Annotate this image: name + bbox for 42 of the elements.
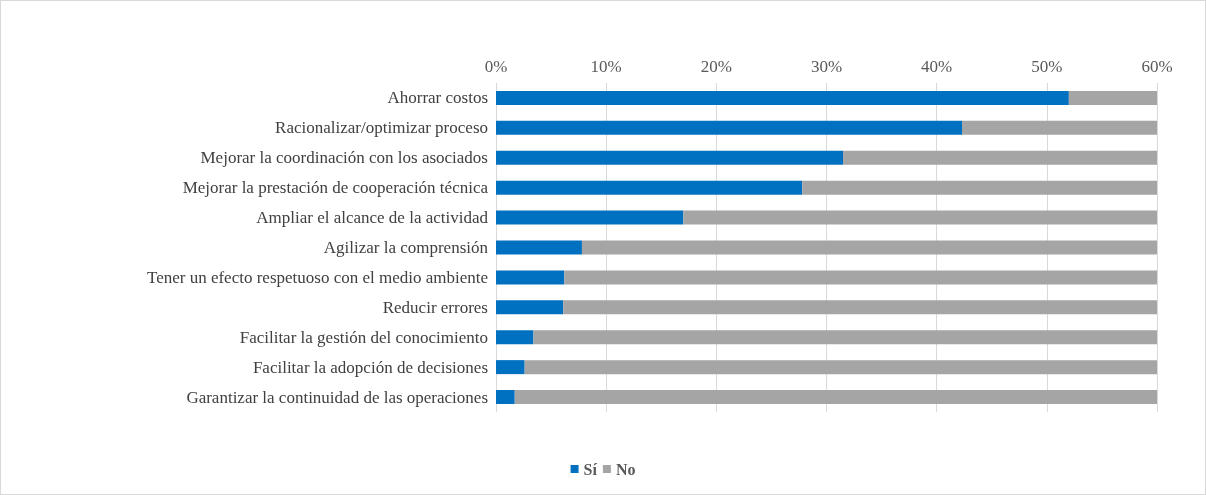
legend-label: No: [615, 460, 636, 478]
bar: [802, 180, 1157, 195]
bar: [496, 360, 525, 375]
bar: [496, 90, 1069, 105]
bar: [496, 300, 564, 315]
x-tick-label: 60%: [1141, 57, 1173, 76]
x-tick-label: 50%: [1031, 57, 1063, 76]
bar: [524, 360, 1157, 375]
y-tick-label: Facilitar la adopción de decisiones: [252, 357, 488, 377]
y-tick-label: Garantizar la continuidad de las operaciones: [186, 387, 488, 407]
y-tick-label: Reducir errores: [382, 297, 488, 317]
y-tick-label: Ahorrar costos: [387, 88, 488, 108]
bar: [563, 300, 1157, 315]
bar: [496, 150, 844, 165]
y-tick-label: Tener un efecto respetuoso con el medio ambiente: [146, 267, 488, 287]
x-tick-label: 30%: [810, 57, 843, 76]
x-tick-label: 0%: [484, 57, 508, 76]
bar: [496, 210, 684, 225]
bar: [1068, 90, 1157, 105]
bar: [843, 150, 1157, 165]
bar: [533, 330, 1157, 345]
bar: [564, 270, 1157, 285]
bar: [496, 270, 565, 285]
x-tick-label: 10%: [590, 57, 622, 76]
bar: [496, 330, 534, 345]
x-tick-label: 20%: [700, 57, 732, 76]
y-tick-label: Mejorar la prestación de cooperación técnica: [182, 178, 489, 198]
bar: [514, 390, 1157, 405]
bar: [581, 240, 1157, 255]
y-tick-label: Agilizar la comprensión: [323, 238, 489, 257]
bar: [683, 210, 1157, 225]
y-tick-label: Mejorar la coordinación con los asociados: [200, 148, 488, 168]
bar: [962, 120, 1157, 135]
legend-label: Sí: [583, 460, 598, 478]
bar: [496, 240, 582, 255]
y-tick-label: Ampliar el alcance de la actividad: [256, 208, 489, 228]
y-tick-label: Racionalizar/optimizar proceso: [275, 118, 488, 138]
y-tick-label: Facilitar la gestión del conocimiento: [239, 327, 488, 347]
bar: [496, 180, 803, 195]
bar: [496, 120, 963, 135]
bar: [496, 390, 515, 405]
x-tick-label: 40%: [921, 57, 953, 76]
